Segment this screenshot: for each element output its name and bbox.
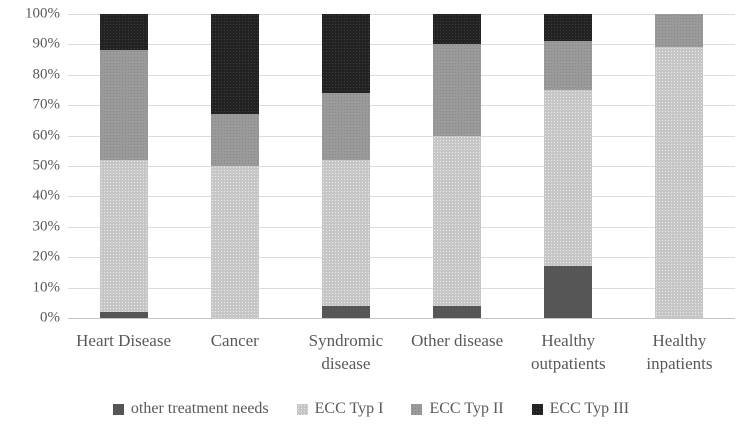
gridline-50pct — [68, 166, 735, 167]
segment-ecc-typ-ii-healthy-outpatients — [544, 41, 593, 91]
legend-swatch-icon — [411, 403, 423, 415]
segment-ecc-typ-i-heart-disease — [99, 159, 148, 312]
y-tick-label: 80% — [32, 66, 61, 83]
bar-column-other-disease — [402, 14, 513, 318]
bar-column-syndromic-disease — [290, 14, 401, 318]
gridline-10pct — [68, 287, 735, 289]
segment-ecc-typ-ii-other-disease — [433, 44, 482, 136]
y-tick-label: 0% — [40, 309, 60, 326]
category-label-healthy-outpatients: Healthy outpatients — [530, 331, 606, 373]
y-axis: 100% 90% 80% 70% 60% 50% 40% 30% 20% 10% 0% — [0, 6, 62, 325]
legend-item-other-treatment-needs: other treatment needs — [112, 400, 269, 418]
category-label-heart-disease: Heart Disease — [76, 331, 172, 350]
gridline-80pct — [68, 74, 735, 76]
segment-other-treatment-needs-syndromic-disease — [321, 305, 370, 318]
legend: other treatment needs ECC Typ I ECC Typ II… — [0, 400, 742, 418]
bar-healthy-inpatients — [655, 14, 704, 318]
legend-label: ECC Typ III — [549, 400, 630, 417]
segment-ecc-typ-i-healthy-inpatients — [655, 47, 704, 318]
legend-swatch-icon — [531, 403, 543, 415]
segment-ecc-typ-i-other-disease — [433, 135, 482, 306]
segment-ecc-typ-ii-healthy-inpatients — [655, 14, 704, 48]
segment-ecc-typ-iii-other-disease — [433, 14, 482, 45]
y-tick-label: 10% — [32, 279, 61, 296]
gridline-100pct — [68, 14, 735, 15]
y-tick-label: 100% — [25, 5, 60, 22]
y-tick-label: 90% — [32, 35, 61, 52]
gridline-70pct — [68, 105, 735, 107]
segment-other-treatment-needs-other-disease — [433, 305, 482, 318]
segment-ecc-typ-i-healthy-outpatients — [544, 90, 593, 267]
gridline-30pct — [68, 226, 735, 228]
y-tick-label: 70% — [32, 96, 61, 113]
y-tick-label: 50% — [32, 157, 61, 174]
segment-other-treatment-needs-healthy-outpatients — [544, 266, 593, 318]
y-tick-label: 20% — [32, 248, 61, 265]
segment-ecc-typ-iii-cancer — [210, 14, 259, 115]
bar-syndromic-disease — [321, 14, 370, 318]
segment-ecc-typ-ii-heart-disease — [99, 50, 148, 160]
bar-column-heart-disease — [68, 14, 179, 318]
legend-item-ecc-typ-ii: ECC Typ II — [411, 400, 504, 418]
category-label-other-disease: Other disease — [411, 331, 504, 350]
gridline-40pct — [68, 196, 735, 198]
legend-swatch-icon — [296, 403, 308, 415]
y-tick-label: 60% — [32, 127, 61, 144]
gridline-20pct — [68, 257, 735, 259]
bar-cancer — [210, 14, 259, 318]
legend-label: ECC Typ I — [314, 400, 384, 417]
gridline-90pct — [68, 44, 735, 46]
y-tick-label: 40% — [32, 187, 61, 204]
gridline-0pct — [68, 318, 735, 319]
gridline-60pct — [68, 135, 735, 137]
segment-ecc-typ-iii-healthy-outpatients — [544, 14, 593, 42]
x-axis-category-labels: Heart Disease Cancer Syndromic disease Othe… — [68, 330, 735, 376]
plot-area — [68, 14, 735, 319]
legend-swatch-icon — [112, 403, 124, 415]
segment-ecc-typ-iii-syndromic-disease — [321, 14, 370, 94]
segment-ecc-typ-i-cancer — [210, 166, 259, 318]
bar-column-cancer — [179, 14, 290, 318]
segment-ecc-typ-i-syndromic-disease — [321, 159, 370, 306]
y-tick-label: 30% — [32, 218, 61, 235]
bar-column-healthy-inpatients — [624, 14, 735, 318]
category-label-cancer: Cancer — [210, 331, 259, 350]
segment-ecc-typ-iii-heart-disease — [99, 14, 148, 51]
bars-container — [68, 14, 735, 318]
bar-other-disease — [433, 14, 482, 318]
legend-label: other treatment needs — [130, 400, 269, 417]
legend-item-ecc-typ-iii: ECC Typ III — [531, 400, 630, 418]
legend-item-ecc-typ-i: ECC Typ I — [296, 400, 384, 418]
bar-column-healthy-outpatients — [513, 14, 624, 318]
segment-other-treatment-needs-heart-disease — [99, 311, 148, 318]
category-label-syndromic-disease: Syndromic disease — [308, 331, 384, 373]
category-label-healthy-inpatients: Healthy inpatients — [646, 331, 713, 373]
segment-ecc-typ-ii-syndromic-disease — [321, 93, 370, 160]
bar-healthy-outpatients — [544, 14, 593, 318]
legend-label: ECC Typ II — [429, 400, 504, 417]
bar-heart-disease — [99, 14, 148, 318]
segment-ecc-typ-ii-cancer — [210, 114, 259, 166]
